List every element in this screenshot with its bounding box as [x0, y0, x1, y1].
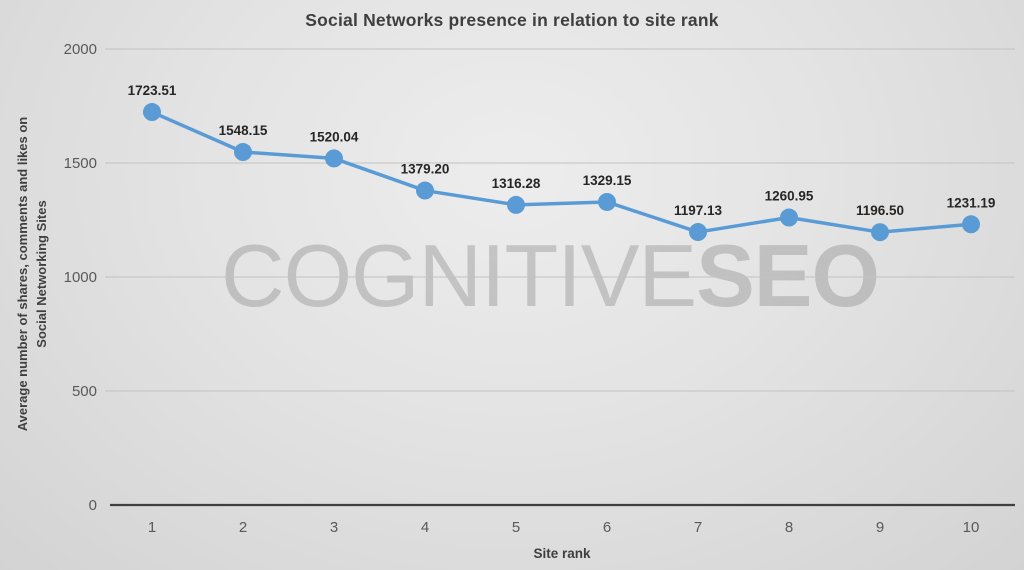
y-tick-label: 1000 — [64, 269, 97, 286]
data-point-label: 1197.13 — [674, 203, 723, 218]
series-line — [150, 110, 973, 234]
data-point-marker — [871, 223, 889, 242]
data-point-label: 1231.19 — [947, 195, 996, 210]
y-tick-label: 2000 — [64, 41, 97, 58]
data-point-label: 1329.15 — [583, 173, 632, 188]
data-point-label: 1316.28 — [492, 176, 541, 191]
data-point-marker — [325, 149, 343, 168]
y-tick-label: 500 — [72, 383, 97, 400]
data-point-label: 1548.15 — [219, 123, 268, 138]
data-point-marker — [962, 215, 980, 234]
x-tick-label: 2 — [239, 519, 247, 536]
data-point-marker — [507, 195, 525, 214]
data-point-label: 1379.20 — [401, 162, 450, 177]
x-tick-label: 9 — [876, 519, 884, 536]
data-point-label: 1520.04 — [310, 129, 359, 144]
x-axis-title: Site rank — [533, 546, 591, 561]
x-tick-label: 7 — [694, 519, 702, 536]
data-point-marker — [143, 103, 161, 122]
data-point-marker — [598, 192, 616, 211]
x-tick-label: 8 — [785, 519, 793, 536]
data-point-label: 1723.51 — [128, 83, 177, 98]
data-point-marker — [234, 143, 252, 162]
data-point-label: 1196.50 — [856, 203, 904, 218]
data-point-marker — [416, 181, 434, 200]
y-tick-label: 1500 — [64, 155, 97, 172]
x-tick-label: 3 — [330, 519, 338, 536]
y-tick-label: 0 — [89, 497, 97, 514]
data-point-marker — [689, 223, 707, 242]
x-tick-label: 1 — [148, 519, 156, 536]
x-tick-label: 4 — [421, 519, 429, 536]
x-tick-label: 6 — [603, 519, 611, 536]
x-tick-label: 10 — [963, 519, 980, 536]
data-point-marker — [780, 208, 798, 227]
x-tick-label: 5 — [512, 519, 520, 536]
data-point-label: 1260.95 — [765, 189, 814, 204]
chart-title: Social Networks presence in relation to … — [305, 10, 719, 30]
